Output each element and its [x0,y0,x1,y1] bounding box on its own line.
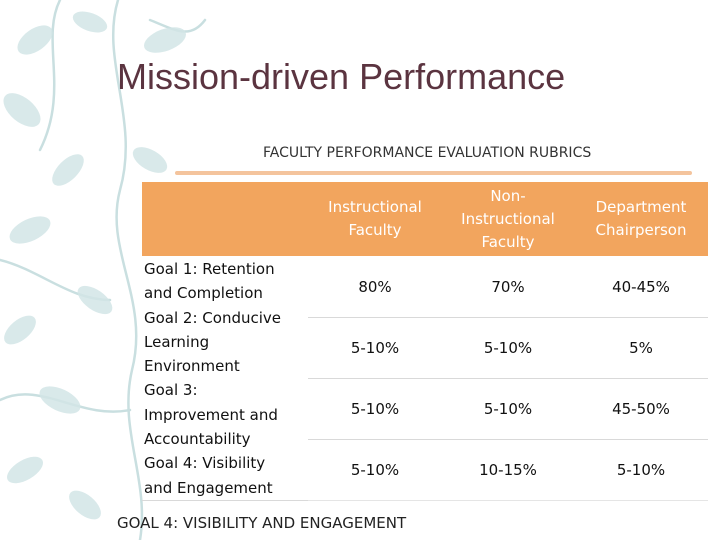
table-cell: 5-10% [308,378,442,440]
table-cell: 70% [442,256,574,318]
table-cell: 10-15% [442,439,574,501]
goal-line: Goal 2: Conducive [144,308,281,327]
table-row: 5-10% 10-15% 5-10% [142,439,708,501]
footer-goal-note: GOAL 4: VISIBILITY AND ENGAGEMENT [117,514,407,532]
rubric-table: Instructional Faculty Non-Instructional … [142,182,708,501]
table-cell: 5-10% [574,439,708,501]
header-non-instructional-faculty: Non-Instructional Faculty [442,182,574,257]
table-cell: 5-10% [308,439,442,501]
goal-line: Goal 1: Retention [144,260,275,278]
table-cell: 5-10% [308,317,442,379]
table-header-row: Instructional Faculty Non-Instructional … [142,182,708,257]
table-cell: 5% [574,317,708,379]
goal-line: Environment [144,357,240,376]
table-row: Goal 1: Retention and Completion Goal 2:… [142,256,708,501]
header-department-chairperson: Department Chairperson [574,182,708,257]
goal-line: Improvement and [144,405,278,424]
goal-line: Goal 4: Visibility [144,454,266,473]
goal-line: and Completion [144,284,263,303]
table-row: 5-10% 5-10% 45-50% [142,378,708,440]
table-row: 5-10% 5-10% 5% [142,317,708,379]
header-goal-column [142,182,308,257]
goal-line: Accountability [144,430,251,449]
table-cell: 40-45% [574,256,708,318]
goal-line: Learning [144,332,210,351]
goal-line: Goal 3: [144,381,198,400]
table-cell: 5-10% [442,378,574,440]
table-cell: 45-50% [574,378,708,440]
slide-title: Mission-driven Performance [117,56,566,97]
table-cell: 80% [308,256,442,318]
goal-line: and Engagement [144,478,273,497]
header-instructional-faculty: Instructional Faculty [308,182,442,257]
goal-list-cell: Goal 1: Retention and Completion Goal 2:… [142,256,308,501]
caption-divider [175,171,692,175]
table-cell: 5-10% [442,317,574,379]
table-caption: FACULTY PERFORMANCE EVALUATION RUBRICS [263,145,592,161]
